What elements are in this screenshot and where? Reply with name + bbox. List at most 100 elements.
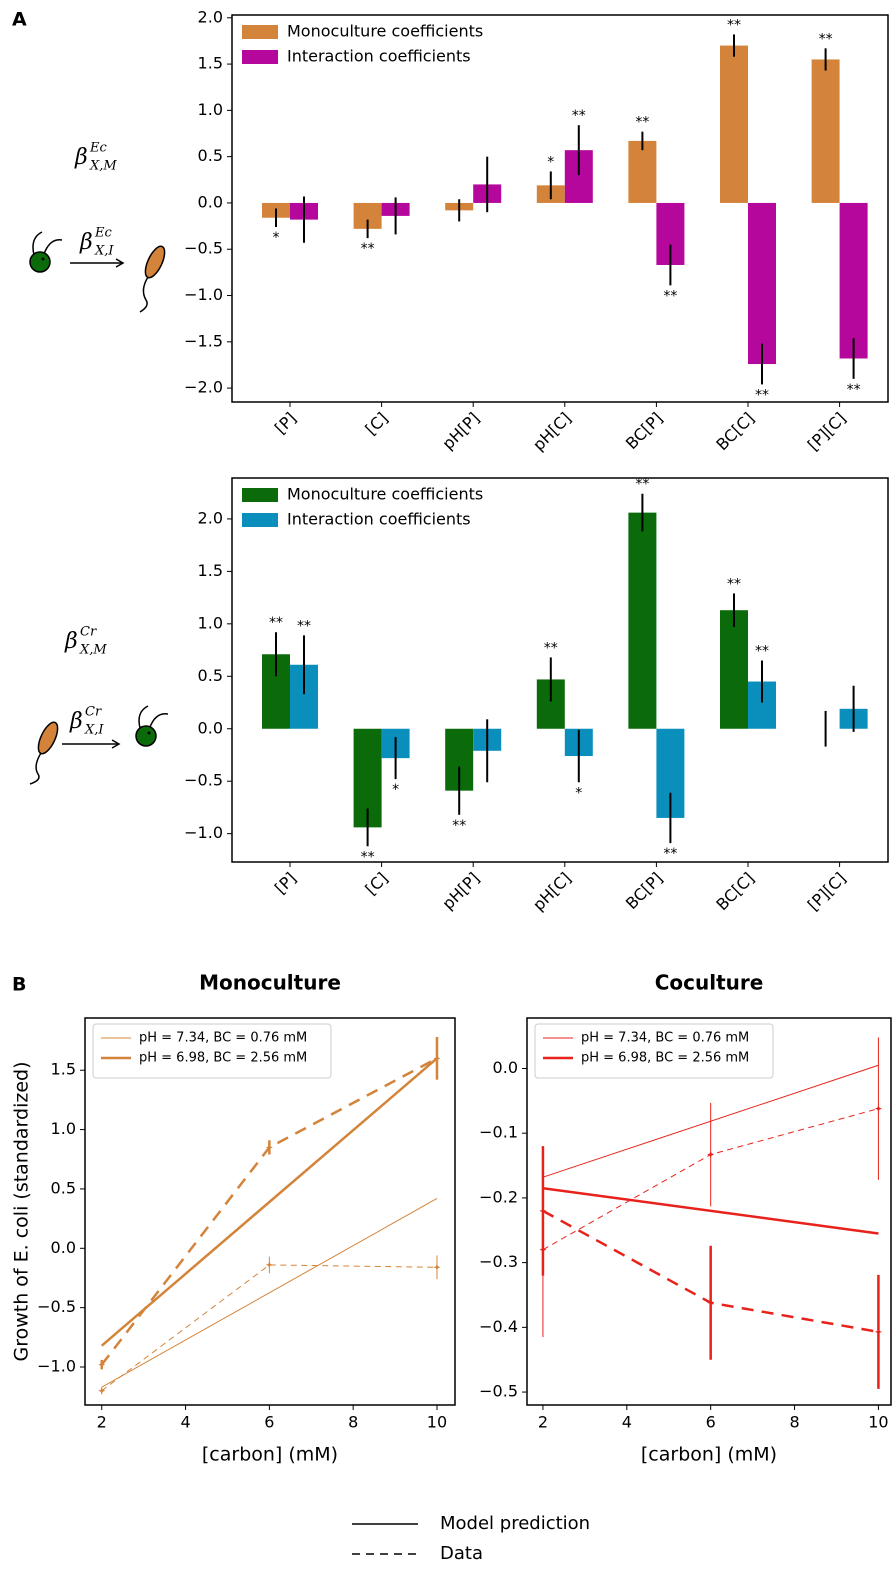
axes-frame <box>231 14 889 403</box>
panel-label: A <box>12 9 27 31</box>
significance-label: ** <box>755 644 769 660</box>
significance-label: ** <box>635 115 649 131</box>
y-tick-label: 2.0 <box>198 508 223 527</box>
x-tick-label: 8 <box>348 1413 358 1432</box>
data-marker <box>707 1299 715 1307</box>
significance-label: ** <box>544 640 558 656</box>
y-tick-label: −1.0 <box>37 1357 76 1376</box>
bar <box>628 512 657 729</box>
coefficient-superscript: Ec <box>89 141 107 156</box>
significance-label: ** <box>361 241 375 257</box>
x-tick-label: pH[C] <box>529 869 575 915</box>
legend-label: Monoculture coefficients <box>287 485 483 504</box>
y-tick-label: 1.0 <box>51 1119 76 1138</box>
significance-label: * <box>575 785 582 801</box>
significance-label: ** <box>572 108 586 124</box>
significance-label: ** <box>819 31 833 47</box>
data-marker <box>539 1207 547 1215</box>
axes-frame <box>526 1017 892 1406</box>
legend-label: Model prediction <box>440 1513 590 1534</box>
legend-box <box>92 1023 332 1079</box>
chart-title: Monoculture <box>199 971 341 995</box>
legend-label: Monoculture coefficients <box>287 22 483 41</box>
bar <box>720 610 748 729</box>
series-line <box>100 1057 438 1366</box>
bar <box>720 45 748 203</box>
x-tick-label: 6 <box>706 1413 716 1432</box>
data-marker <box>265 1261 273 1269</box>
significance-label: ** <box>361 849 375 865</box>
y-tick-label: 0.0 <box>493 1058 518 1077</box>
data-marker <box>874 1328 882 1336</box>
y-tick-label: 1.0 <box>198 100 223 119</box>
x-tick-label: pH[P] <box>438 409 483 454</box>
legend-box <box>534 1023 774 1079</box>
y-tick-label: 1.0 <box>198 613 223 632</box>
legend-label: pH = 7.34, BC = 0.76 mM <box>139 1031 307 1046</box>
data-marker <box>98 1361 106 1369</box>
icon-algae-to-bacterium <box>29 231 166 313</box>
coefficient-symbol: β <box>64 629 78 654</box>
y-tick-label: 0.5 <box>198 146 223 165</box>
bar <box>628 140 657 203</box>
x-tick-label: [P] <box>271 409 300 438</box>
x-tick-label: [P] <box>271 869 300 898</box>
coefficient-superscript: Cr <box>80 625 97 640</box>
coefficient-symbol: β <box>74 145 88 170</box>
y-tick-label: 0.0 <box>51 1238 76 1257</box>
significance-label: * <box>392 782 399 798</box>
axes-frame <box>231 477 889 863</box>
data-marker <box>265 1143 273 1151</box>
y-tick-label: 1.5 <box>198 54 223 73</box>
y-tick-label: 0.0 <box>198 718 223 737</box>
y-tick-label: −1.5 <box>184 331 223 350</box>
coefficient-subscript: X,I <box>84 723 104 738</box>
x-tick-label: 10 <box>427 1413 447 1432</box>
bar <box>839 202 868 359</box>
significance-label: ** <box>452 818 466 834</box>
x-tick-label: 4 <box>180 1413 190 1432</box>
y-tick-label: −0.2 <box>479 1187 518 1206</box>
significance-label: * <box>273 230 280 246</box>
legend-label: Interaction coefficients <box>287 47 471 66</box>
significance-label: ** <box>755 387 769 403</box>
significance-label: ** <box>727 576 741 592</box>
x-tick-label: 2 <box>538 1413 548 1432</box>
y-tick-label: −0.3 <box>479 1252 518 1271</box>
significance-label: ** <box>269 615 283 631</box>
legend-label: Data <box>440 1543 483 1564</box>
y-tick-label: −0.5 <box>184 771 223 790</box>
y-tick-label: −1.0 <box>184 823 223 842</box>
axes-frame <box>84 1017 456 1406</box>
x-tick-label: [P][C] <box>804 409 850 455</box>
x-tick-label: BC[P] <box>622 869 667 914</box>
coefficient-subscript: X,M <box>79 643 107 658</box>
x-axis-label: [carbon] (mM) <box>202 1444 338 1466</box>
legend-swatch <box>242 25 278 39</box>
y-tick-label: 1.5 <box>198 561 223 580</box>
significance-label: ** <box>663 846 677 862</box>
series-line <box>101 1264 437 1392</box>
x-tick-label: 2 <box>97 1413 107 1432</box>
coefficient-superscript: Cr <box>85 705 102 720</box>
y-tick-label: 1.5 <box>51 1060 76 1079</box>
chart-title: Coculture <box>655 971 764 995</box>
data-marker <box>874 1105 882 1113</box>
bar <box>748 202 776 365</box>
x-tick-label: BC[C] <box>712 869 758 915</box>
legend-swatch <box>242 513 278 527</box>
x-tick-label: [C] <box>361 409 391 439</box>
y-tick-label: −0.5 <box>184 239 223 258</box>
y-tick-label: −0.4 <box>479 1317 518 1336</box>
x-tick-label: 8 <box>789 1413 799 1432</box>
x-axis-label: [carbon] (mM) <box>641 1444 777 1466</box>
significance-label: * <box>547 154 554 170</box>
icon-bacterium-to-algae <box>29 705 169 785</box>
data-marker <box>433 1054 441 1062</box>
significance-label: ** <box>847 382 861 398</box>
significance-label: ** <box>635 477 649 493</box>
series-line <box>100 1057 438 1347</box>
series-line <box>542 1186 879 1235</box>
x-tick-label: [P][C] <box>804 869 850 915</box>
data-marker <box>98 1387 106 1395</box>
